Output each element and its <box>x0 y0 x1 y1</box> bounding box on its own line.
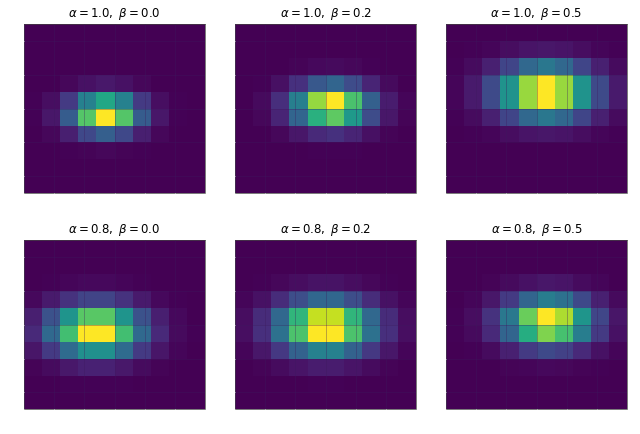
Title: $\alpha = 1.0,\ \beta = 0.0$: $\alpha = 1.0,\ \beta = 0.0$ <box>68 6 161 22</box>
Title: $\alpha = 0.8,\ \beta = 0.2$: $\alpha = 0.8,\ \beta = 0.2$ <box>280 221 371 237</box>
Title: $\alpha = 1.0,\ \beta = 0.2$: $\alpha = 1.0,\ \beta = 0.2$ <box>280 6 371 22</box>
Title: $\alpha = 1.0,\ \beta = 0.5$: $\alpha = 1.0,\ \beta = 0.5$ <box>490 6 582 22</box>
Title: $\alpha = 0.8,\ \beta = 0.0$: $\alpha = 0.8,\ \beta = 0.0$ <box>68 221 161 237</box>
Title: $\alpha = 0.8,\ \beta = 0.5$: $\alpha = 0.8,\ \beta = 0.5$ <box>491 221 582 237</box>
